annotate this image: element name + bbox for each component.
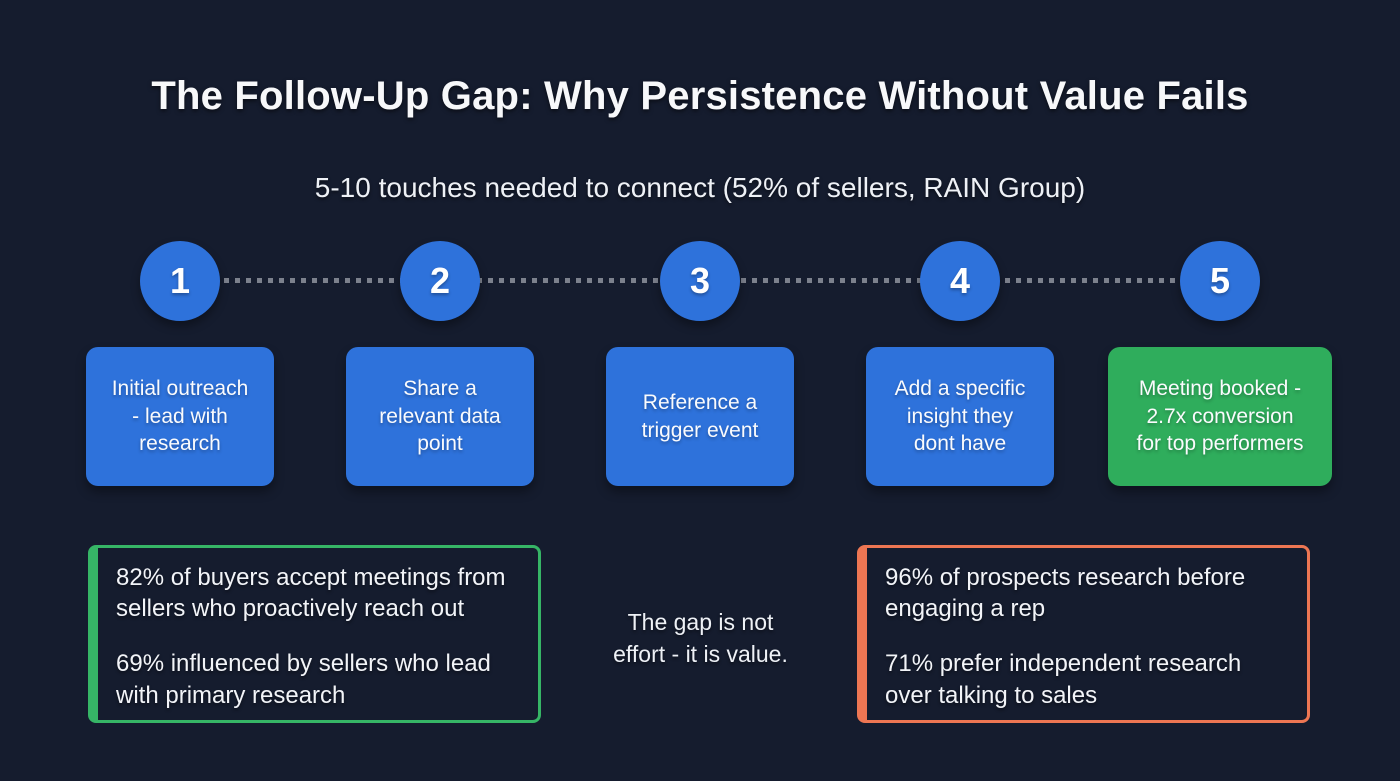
step-circle-4: 4 <box>920 241 1000 321</box>
step-card-1-label: Initial outreach - lead with research <box>111 376 249 456</box>
step-card-5-label: Meeting booked - 2.7x conversion for top… <box>1136 376 1304 456</box>
step-circle-5: 5 <box>1180 241 1260 321</box>
step-number-4: 4 <box>949 260 971 301</box>
step-circle-1: 1 <box>140 241 220 321</box>
center-note: The gap is not effort - it is value. <box>613 609 788 667</box>
step-card-1: Initial outreach - lead with research <box>86 347 274 486</box>
step-card-2: Share a relevant data point <box>346 347 534 486</box>
stat-box-prospect-research: 96% of prospects research before engagin… <box>857 545 1310 723</box>
step-card-2-label: Share a relevant data point <box>379 376 501 456</box>
step-number-3: 3 <box>689 260 711 301</box>
step-number-1: 1 <box>169 260 191 301</box>
step-card-3-label: Reference a trigger event <box>641 390 759 442</box>
page-title: The Follow-Up Gap: Why Persistence Witho… <box>151 74 1249 118</box>
stat-box-buyer-receptivity: 82% of buyers accept meetings from selle… <box>88 545 541 723</box>
step-card-4: Add a specific insight they dont have <box>866 347 1054 486</box>
stat-line-82-percent: 82% of buyers accept meetings from selle… <box>116 564 506 623</box>
stat-line-71-percent: 71% prefer independent research over tal… <box>885 650 1242 709</box>
stat-line-69-percent: 69% influenced by sellers who lead with … <box>116 650 491 709</box>
stat-line-96-percent: 96% of prospects research before engagin… <box>885 564 1246 623</box>
step-circle-3: 3 <box>660 241 740 321</box>
step-number-2: 2 <box>429 260 451 301</box>
step-number-5: 5 <box>1209 260 1231 301</box>
step-circle-2: 2 <box>400 241 480 321</box>
step-card-5-success: Meeting booked - 2.7x conversion for top… <box>1108 347 1332 486</box>
slide-subtitle: 5-10 touches needed to connect (52% of s… <box>314 172 1086 203</box>
step-card-4-label: Add a specific insight they dont have <box>894 376 1026 456</box>
step-card-3: Reference a trigger event <box>606 347 794 486</box>
